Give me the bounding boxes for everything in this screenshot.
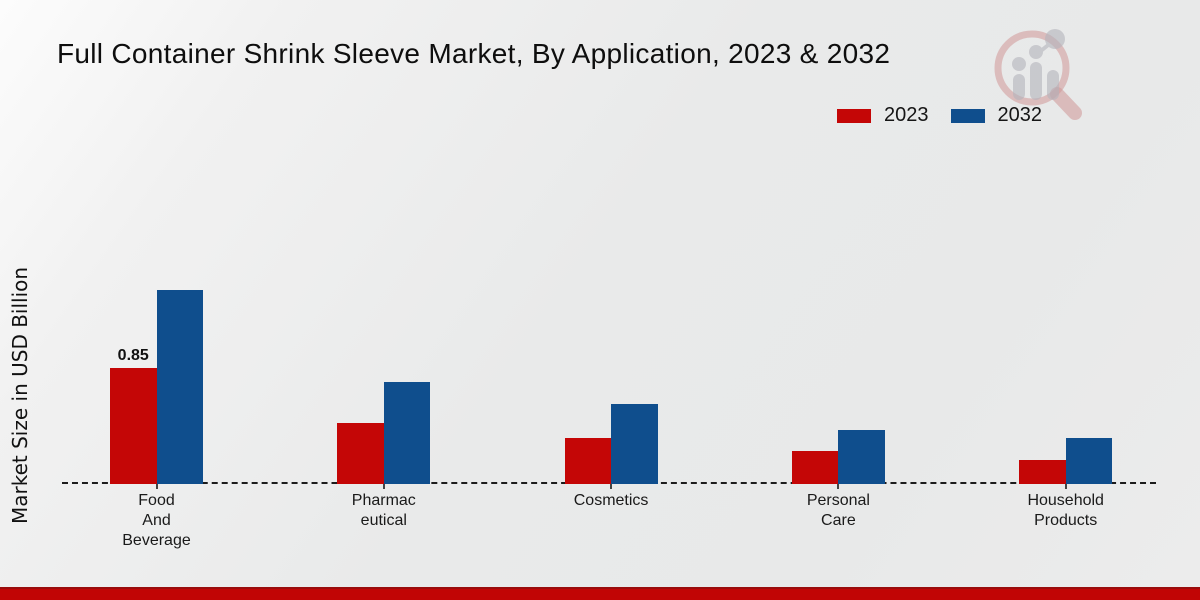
x-tick-label-line: Beverage bbox=[122, 532, 191, 549]
legend: 2023 2032 bbox=[837, 104, 1042, 127]
bar-2032-food-and-beverage bbox=[156, 290, 203, 484]
legend-item-2023: 2023 bbox=[837, 104, 929, 127]
bar-value-label-2023-food-and-beverage: 0.85 bbox=[117, 347, 149, 364]
x-tick-label-line: Cosmetics bbox=[573, 492, 649, 509]
chart-title: Full Container Shrink Sleeve Market, By … bbox=[57, 38, 891, 69]
x-tick-label-line: Care bbox=[821, 512, 856, 529]
legend-label-2032: 2032 bbox=[997, 104, 1043, 126]
x-axis-tick-personal-care bbox=[837, 484, 840, 489]
x-tick-label-line: And bbox=[142, 512, 171, 529]
x-tick-label-line: Products bbox=[1034, 512, 1098, 529]
x-tick-label-line: Personal bbox=[806, 492, 870, 509]
x-tick-label-pharmaceutical: Pharmac eutical bbox=[294, 491, 474, 531]
bar-2023-food-and-beverage bbox=[110, 368, 157, 484]
bar-2023-cosmetics bbox=[564, 438, 612, 484]
x-tick-label-food-and-beverage: Food And Beverage bbox=[67, 491, 247, 551]
market-research-watermark-logo bbox=[994, 29, 1082, 120]
x-tick-label-personal-care: Personal Care bbox=[748, 491, 928, 531]
x-tick-label-line: Pharmac bbox=[351, 492, 416, 509]
bar-2023-personal-care bbox=[791, 451, 839, 484]
bar-2023-household-products bbox=[1019, 460, 1066, 484]
bar-2032-cosmetics bbox=[611, 404, 658, 484]
x-tick-label-household-products: Household Products bbox=[976, 491, 1156, 531]
x-axis-tick-cosmetics bbox=[610, 484, 613, 489]
bar-2023-pharmaceutical bbox=[337, 423, 384, 484]
bar-2032-pharmaceutical bbox=[383, 382, 431, 484]
bar-2032-personal-care bbox=[838, 430, 885, 484]
x-axis-tick-pharmaceutical bbox=[382, 484, 385, 489]
x-tick-label-cosmetics: Cosmetics bbox=[521, 491, 701, 511]
legend-swatch-2023 bbox=[837, 108, 871, 123]
x-tick-label-line: Household bbox=[1027, 492, 1104, 509]
x-axis-tick-household-products bbox=[1064, 484, 1067, 489]
legend-item-2032: 2032 bbox=[950, 104, 1043, 127]
x-tick-label-line: eutical bbox=[360, 512, 407, 529]
x-axis-tick-food-and-beverage bbox=[155, 484, 158, 489]
x-tick-label-line: Food bbox=[138, 492, 175, 509]
footer-accent-bar bbox=[0, 587, 1200, 600]
bar-2032-household-products bbox=[1065, 438, 1113, 484]
legend-swatch-2032 bbox=[950, 108, 985, 123]
legend-label-2023: 2023 bbox=[884, 104, 929, 126]
